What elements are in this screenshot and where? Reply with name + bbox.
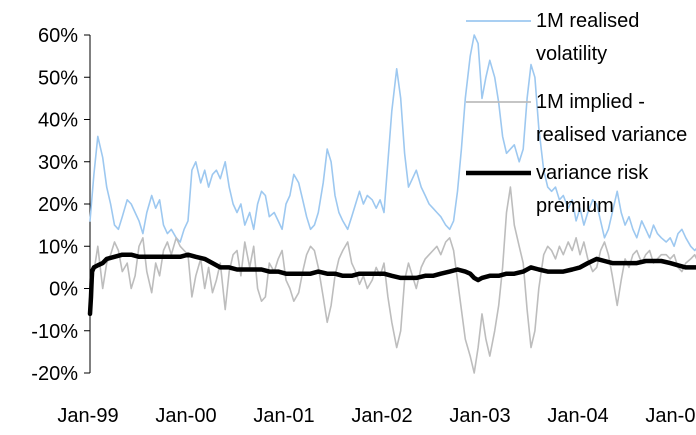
series-layer	[87, 34, 696, 374]
y-tick-label: 0%	[49, 279, 78, 301]
chart-legend: 1M realised volatility 1M implied - realise…	[466, 10, 687, 217]
y-tick-label: 20%	[38, 194, 78, 216]
x-tick-label: Jan-02	[351, 405, 412, 427]
y-tick-label: 60%	[38, 25, 78, 47]
x-tick-label: Jan-00	[155, 405, 216, 427]
x-tick-label: Jan-05	[645, 405, 696, 427]
x-tick-label: Jan-01	[253, 405, 314, 427]
y-tick-label: -20%	[31, 363, 78, 385]
series-line-1	[89, 34, 696, 252]
series-line-2	[89, 186, 696, 374]
chart-axes: -20% -10% 0% 10% 20% 30% 40% 50% 60% Jan-99 Jan-00…	[31, 25, 696, 427]
legend-label: premium	[536, 195, 614, 217]
y-tick-label: 40%	[38, 110, 78, 132]
x-tick-label: Jan-03	[449, 405, 510, 427]
x-tick-label: Jan-04	[547, 405, 608, 427]
x-tick-label: Jan-99	[57, 405, 118, 427]
legend-label: realised variance	[536, 124, 687, 146]
y-tick-label: 10%	[38, 236, 78, 258]
y-tick-label: 50%	[38, 67, 78, 89]
legend-label: variance risk	[536, 162, 649, 184]
legend-label: 1M implied -	[536, 91, 645, 113]
y-tick-label: -10%	[31, 321, 78, 343]
legend-label: volatility	[536, 43, 607, 65]
legend-label: 1M realised	[536, 10, 639, 32]
y-tick-label: 30%	[38, 152, 78, 174]
series-line-3	[87, 252, 696, 317]
